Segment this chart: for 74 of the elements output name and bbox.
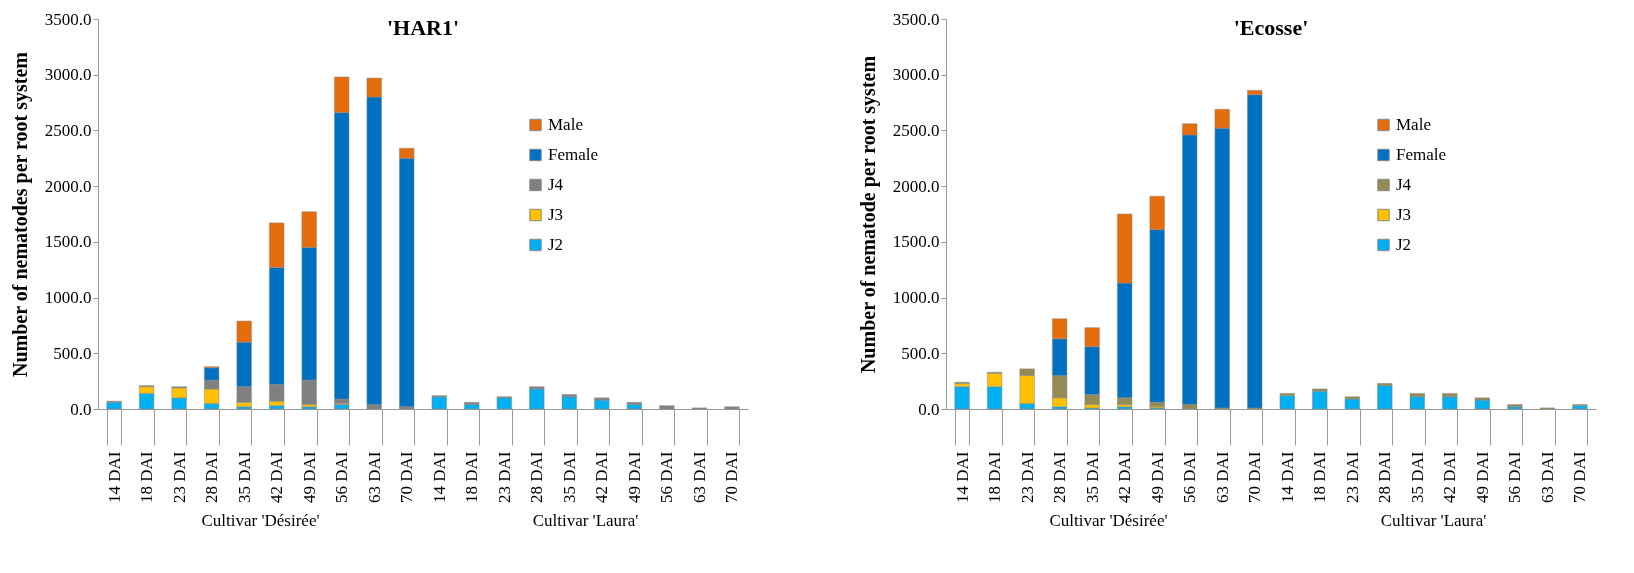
y-axis-title: Number of nematodes per root system <box>8 51 32 377</box>
x-tick-label: 35 DAI <box>234 451 254 503</box>
x-tick-label: 70 DAI <box>1570 451 1590 503</box>
x-tick-label: 42 DAI <box>1115 451 1135 503</box>
x-tick-label: 49 DAI <box>1472 451 1492 503</box>
legend-label: J4 <box>548 175 564 194</box>
y-tick-label: 0.0 <box>70 399 92 419</box>
y-tick-label: 500.0 <box>53 343 92 363</box>
x-tick-label: 35 DAI <box>1082 451 1102 503</box>
x-tick-label: 56 DAI <box>332 451 352 503</box>
x-tick-label: 28 DAI <box>1050 451 1070 503</box>
x-tick-label: 35 DAI <box>559 451 579 503</box>
x-tick-label: 56 DAI <box>1180 451 1200 503</box>
x-tick-label: 14 DAI <box>429 451 449 503</box>
chart-title: 'HAR1' <box>386 15 460 40</box>
x-tick-label: 18 DAI <box>462 451 482 503</box>
y-tick-label: 1500.0 <box>44 232 92 252</box>
x-tick-label: 42 DAI <box>592 451 612 503</box>
legend-label: Male <box>548 115 583 134</box>
y-tick-label: 2500.0 <box>892 120 940 140</box>
legend-label: J2 <box>548 235 564 254</box>
text: Cultivar 'Laura' <box>532 511 639 530</box>
x-tick-label: 23 DAI <box>494 451 514 503</box>
x-tick-label: 18 DAI <box>1310 451 1330 503</box>
x-tick-label: 23 DAI <box>1342 451 1362 503</box>
text: Cultivar 'Laura' <box>1380 511 1487 530</box>
x-tick-label: 63 DAI <box>689 451 709 503</box>
x-tick-label: 49 DAI <box>1147 451 1167 503</box>
y-tick-label: 3000.0 <box>892 65 940 85</box>
legend-label: J3 <box>1396 205 1412 224</box>
x-tick-label: 63 DAI <box>1537 451 1557 503</box>
x-tick-label: 23 DAI <box>1017 451 1037 503</box>
chart-title: 'Ecosse' <box>1233 15 1309 40</box>
x-tick-label: 14 DAI <box>1277 451 1297 503</box>
x-tick-label: 42 DAI <box>1440 451 1460 503</box>
legend-label: Male <box>1396 115 1431 134</box>
x-tick-label: 14 DAI <box>104 451 124 503</box>
x-tick-label: 35 DAI <box>1407 451 1427 503</box>
y-tick-label: 3000.0 <box>44 65 92 85</box>
x-tick-label: 63 DAI <box>364 451 384 503</box>
legend-label: J2 <box>1396 235 1412 254</box>
legend-label: J4 <box>1396 175 1412 194</box>
x-tick-label: 70 DAI <box>722 451 742 503</box>
y-tick-label: 2500.0 <box>44 120 92 140</box>
y-tick-label: 1000.0 <box>44 288 92 308</box>
x-tick-label: 49 DAI <box>299 451 319 503</box>
x-tick-label: 49 DAI <box>624 451 644 503</box>
y-tick-label: 2000.0 <box>44 176 92 196</box>
y-tick-label: 1500.0 <box>892 232 940 252</box>
y-tick-label: 500.0 <box>901 343 940 363</box>
y-tick-label: 2000.0 <box>892 176 940 196</box>
y-tick-label: 3500.0 <box>44 9 92 29</box>
x-tick-label: 42 DAI <box>267 451 287 503</box>
y-axis-title: Number of nematode per root system <box>856 55 880 374</box>
legend-label: J3 <box>548 205 564 224</box>
x-tick-label: 70 DAI <box>397 451 417 503</box>
x-tick-label: 28 DAI <box>1375 451 1395 503</box>
x-tick-label: 56 DAI <box>657 451 677 503</box>
x-tick-label: 28 DAI <box>527 451 547 503</box>
x-tick-label: 18 DAI <box>985 451 1005 503</box>
legend-label: Female <box>548 145 599 164</box>
y-tick-label: 3500.0 <box>892 9 940 29</box>
text: Cultivar 'Désirée' <box>1049 511 1168 530</box>
y-tick-label: 0.0 <box>918 399 940 419</box>
text: Cultivar 'Désirée' <box>201 511 320 530</box>
x-tick-label: 28 DAI <box>202 451 222 503</box>
y-tick-label: 1000.0 <box>892 288 940 308</box>
x-tick-label: 14 DAI <box>952 451 972 503</box>
x-tick-label: 18 DAI <box>137 451 157 503</box>
x-tick-label: 70 DAI <box>1245 451 1265 503</box>
x-tick-label: 23 DAI <box>169 451 189 503</box>
x-tick-label: 56 DAI <box>1505 451 1525 503</box>
x-tick-label: 63 DAI <box>1212 451 1232 503</box>
legend-label: Female <box>1396 145 1447 164</box>
